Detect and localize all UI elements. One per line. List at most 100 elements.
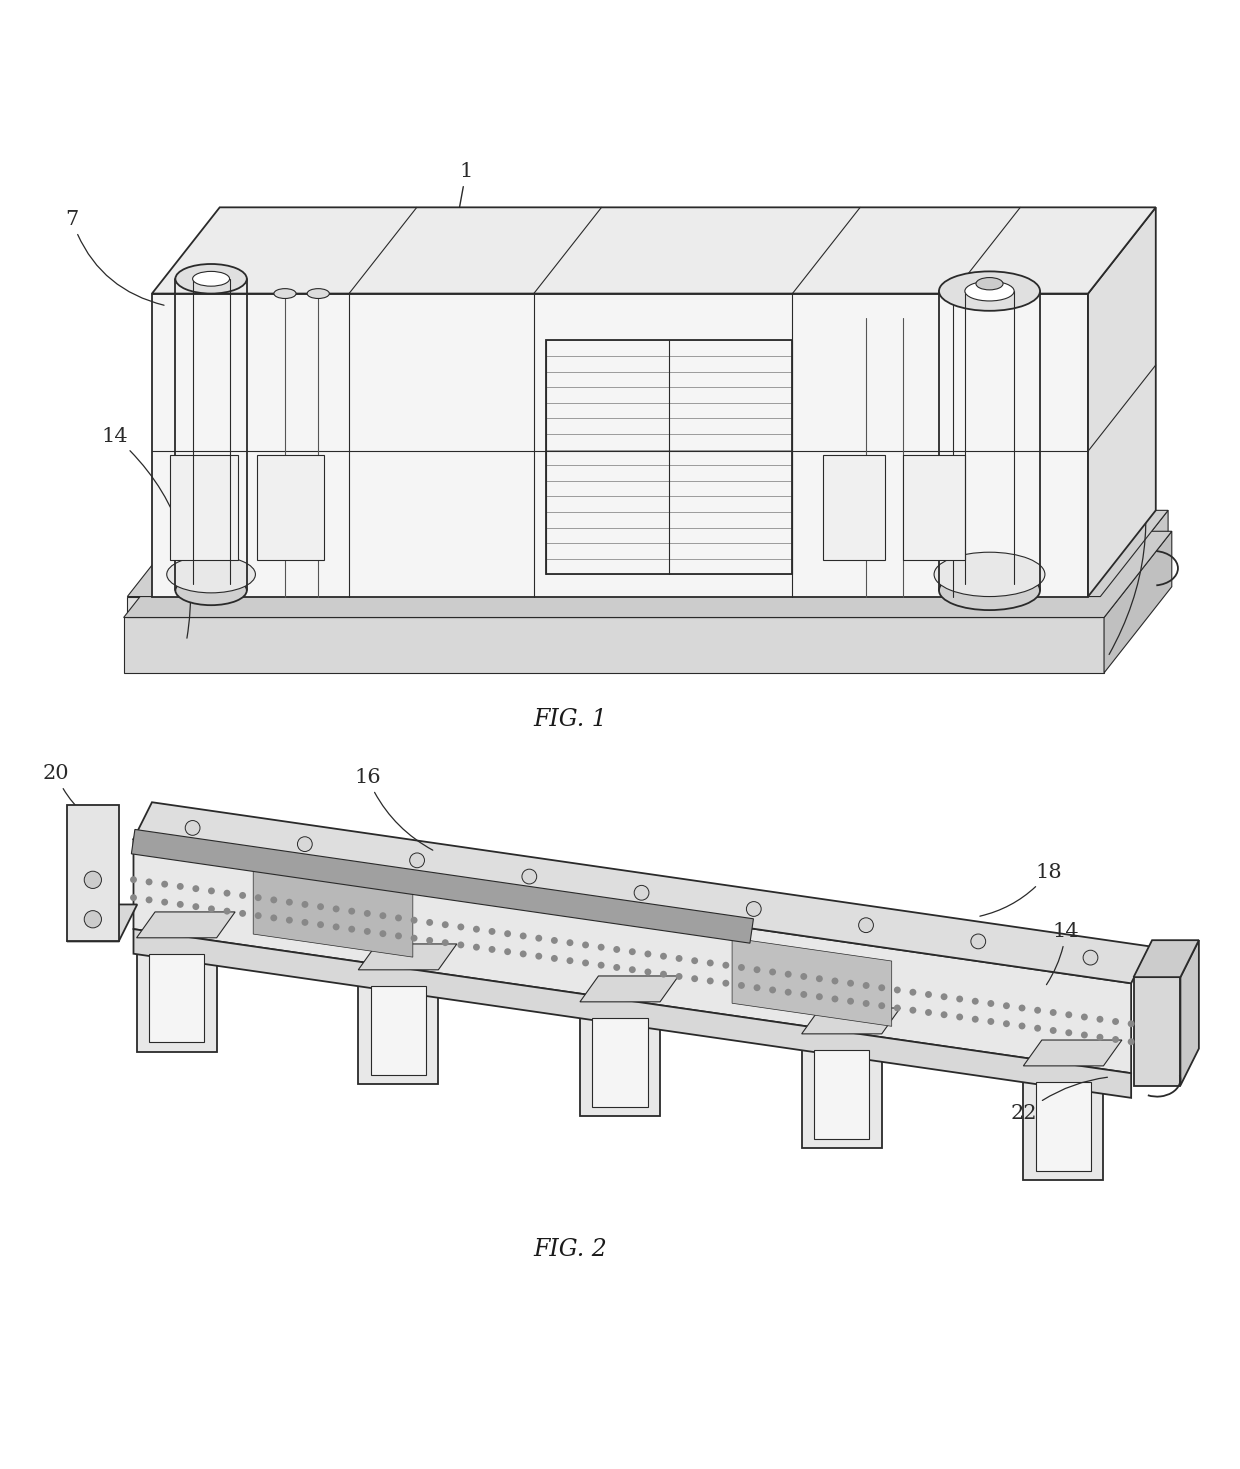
Circle shape <box>505 930 511 937</box>
Circle shape <box>301 900 309 908</box>
Polygon shape <box>802 1034 882 1149</box>
Circle shape <box>317 921 324 928</box>
Circle shape <box>286 899 293 905</box>
Circle shape <box>348 925 355 933</box>
Polygon shape <box>1023 1066 1104 1181</box>
Circle shape <box>1083 950 1097 965</box>
Polygon shape <box>1100 510 1168 617</box>
Circle shape <box>145 896 153 903</box>
Circle shape <box>192 886 200 892</box>
Circle shape <box>441 939 449 946</box>
Circle shape <box>185 821 200 836</box>
Ellipse shape <box>274 288 296 298</box>
Circle shape <box>520 950 527 958</box>
Polygon shape <box>823 455 885 560</box>
Circle shape <box>145 878 153 886</box>
Polygon shape <box>128 596 1100 617</box>
Circle shape <box>785 971 791 978</box>
Polygon shape <box>128 510 1168 596</box>
Ellipse shape <box>192 272 229 286</box>
Text: 5: 5 <box>558 232 618 272</box>
Circle shape <box>567 939 573 946</box>
Circle shape <box>1003 1002 1009 1009</box>
Circle shape <box>1081 1031 1087 1039</box>
Circle shape <box>645 968 651 975</box>
Circle shape <box>489 946 496 953</box>
Circle shape <box>746 902 761 917</box>
Circle shape <box>536 953 542 959</box>
Circle shape <box>270 914 278 921</box>
Polygon shape <box>257 455 325 560</box>
Circle shape <box>660 971 667 978</box>
Circle shape <box>441 921 449 928</box>
Text: 14: 14 <box>102 427 191 638</box>
Circle shape <box>894 987 900 993</box>
Circle shape <box>536 934 542 942</box>
Circle shape <box>254 895 262 900</box>
Polygon shape <box>580 975 678 1002</box>
Circle shape <box>800 972 807 980</box>
Circle shape <box>522 870 537 884</box>
Circle shape <box>223 890 231 896</box>
Circle shape <box>130 895 136 900</box>
Circle shape <box>1127 1021 1135 1027</box>
Ellipse shape <box>939 570 1040 610</box>
Circle shape <box>489 928 496 934</box>
Circle shape <box>130 876 136 883</box>
Circle shape <box>629 949 636 955</box>
Circle shape <box>987 1018 994 1025</box>
Polygon shape <box>358 945 456 970</box>
Circle shape <box>863 983 869 989</box>
Circle shape <box>551 937 558 945</box>
Text: 14: 14 <box>1047 923 1079 984</box>
Polygon shape <box>1023 1040 1122 1066</box>
Circle shape <box>1096 1015 1104 1022</box>
Ellipse shape <box>308 288 330 298</box>
Circle shape <box>298 837 312 852</box>
Circle shape <box>1112 1036 1118 1043</box>
Circle shape <box>1065 1011 1073 1018</box>
Circle shape <box>223 908 231 915</box>
Circle shape <box>878 1002 885 1009</box>
Circle shape <box>410 917 418 924</box>
Circle shape <box>84 871 102 889</box>
Polygon shape <box>813 1050 869 1138</box>
Circle shape <box>847 980 854 987</box>
Circle shape <box>941 1011 947 1018</box>
Circle shape <box>987 1000 994 1006</box>
Text: 1: 1 <box>445 162 472 269</box>
Circle shape <box>472 943 480 950</box>
Circle shape <box>634 886 649 900</box>
Circle shape <box>551 955 558 962</box>
Circle shape <box>332 924 340 930</box>
Circle shape <box>878 984 885 992</box>
Circle shape <box>925 1009 932 1017</box>
Text: 18: 18 <box>980 862 1061 917</box>
Ellipse shape <box>166 555 255 593</box>
Polygon shape <box>1035 1081 1091 1171</box>
Text: 9: 9 <box>1017 247 1030 272</box>
Polygon shape <box>136 912 236 937</box>
Circle shape <box>582 959 589 967</box>
Circle shape <box>723 980 729 987</box>
Circle shape <box>1127 1039 1135 1044</box>
Circle shape <box>832 977 838 984</box>
Circle shape <box>458 942 464 949</box>
Polygon shape <box>593 1018 647 1106</box>
Circle shape <box>676 972 682 980</box>
Circle shape <box>458 924 464 930</box>
Ellipse shape <box>965 281 1014 301</box>
Text: 7: 7 <box>66 210 164 306</box>
Text: 12: 12 <box>1091 361 1117 394</box>
Circle shape <box>427 937 433 945</box>
Circle shape <box>738 964 745 971</box>
Text: 3: 3 <box>897 248 923 270</box>
Circle shape <box>785 989 791 996</box>
Circle shape <box>396 915 402 921</box>
Circle shape <box>1050 1027 1056 1034</box>
Text: FIG. 2: FIG. 2 <box>534 1238 608 1260</box>
Circle shape <box>769 987 776 993</box>
Polygon shape <box>131 830 754 943</box>
Circle shape <box>769 968 776 975</box>
Polygon shape <box>1104 532 1172 673</box>
